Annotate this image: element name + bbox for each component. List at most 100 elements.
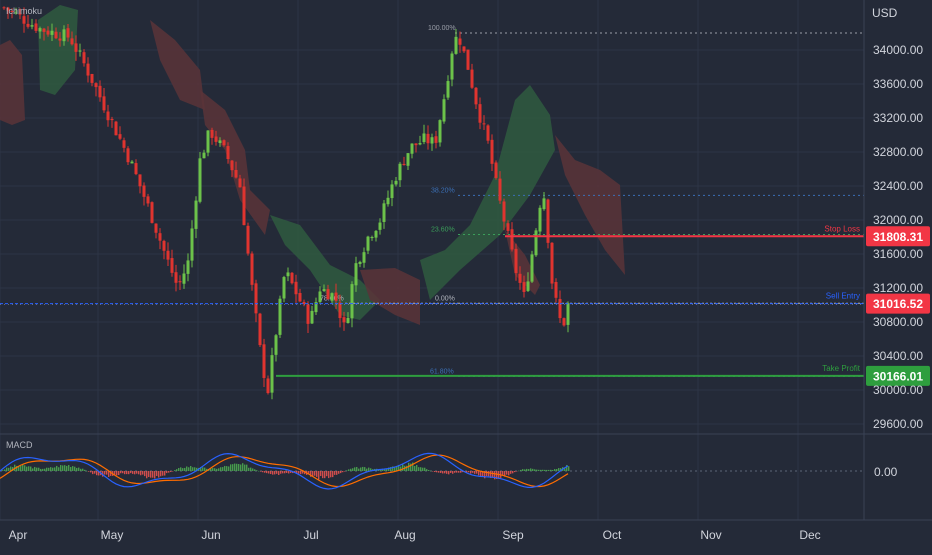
macd-histogram-bar xyxy=(42,468,44,471)
candle-body xyxy=(50,30,54,35)
level-price-value: 30166.01 xyxy=(873,369,923,383)
macd-histogram-bar xyxy=(278,471,280,476)
candle-body xyxy=(270,355,274,393)
candle-body xyxy=(378,222,382,230)
cloud-segment xyxy=(555,135,625,275)
candle-body xyxy=(562,318,566,326)
macd-histogram-bar xyxy=(260,471,262,472)
y-tick-label: 33200.00 xyxy=(873,111,923,125)
macd-histogram-bar xyxy=(490,471,492,478)
time-axis[interactable]: Apr May Jun Jul Aug Sep Oct Nov Dec xyxy=(9,528,821,542)
macd-histogram-bar xyxy=(284,471,286,474)
level-price-badge[interactable] xyxy=(866,293,930,314)
macd-histogram-bar xyxy=(532,468,534,471)
macd-histogram-bar xyxy=(36,467,38,471)
candle-body xyxy=(58,38,62,41)
fib-label: 38.20% xyxy=(431,187,455,194)
candle-body xyxy=(334,292,338,301)
candle-body xyxy=(494,162,498,178)
macd-histogram-bar xyxy=(158,471,160,478)
cloud-segment xyxy=(360,268,420,325)
candle-body xyxy=(226,146,230,160)
candle-body xyxy=(466,49,470,70)
macd-histogram-bar xyxy=(344,471,346,472)
macd-histogram-bar xyxy=(176,469,178,471)
macd-histogram-bar xyxy=(450,471,452,473)
macd-histogram-bar xyxy=(20,465,22,471)
macd-histogram-bar xyxy=(104,471,106,475)
macd-histogram-bar xyxy=(272,471,274,475)
macd-histogram-bar xyxy=(172,471,174,472)
macd-histogram-bar xyxy=(544,469,546,471)
cloud-segment xyxy=(420,85,555,300)
macd-histogram-bar xyxy=(530,468,532,471)
macd-histogram-bar xyxy=(414,465,416,471)
candle-body xyxy=(458,38,462,45)
macd-histogram-bar xyxy=(410,463,412,471)
macd-histogram-bar xyxy=(518,470,520,472)
macd-histogram-bar xyxy=(192,467,194,471)
candle-body xyxy=(150,202,154,223)
macd-histogram-bar xyxy=(558,468,560,471)
candle-body xyxy=(86,63,90,76)
macd-histogram-bar xyxy=(128,471,130,475)
macd-histogram-bar xyxy=(460,471,462,473)
macd-histogram-bar xyxy=(274,471,276,475)
candle-body xyxy=(38,28,42,32)
macd-histogram-bar xyxy=(78,467,80,471)
macd-histogram-bar xyxy=(512,471,514,474)
macd-histogram-bar xyxy=(398,464,400,471)
macd-histogram-bar xyxy=(504,471,506,477)
candle-body xyxy=(18,13,22,15)
candle-body xyxy=(470,69,474,88)
candle-body xyxy=(242,186,246,226)
candle-body xyxy=(190,228,194,261)
candle-body xyxy=(410,143,414,154)
macd-histogram-bar xyxy=(452,471,454,474)
macd-histogram-bar xyxy=(516,471,518,472)
macd-histogram-bar xyxy=(108,471,110,477)
macd-histogram-bar xyxy=(144,471,146,477)
candle-body xyxy=(62,29,66,42)
candle-body xyxy=(398,163,402,181)
candle-body xyxy=(282,277,286,299)
macd-histogram-bar xyxy=(422,467,424,471)
macd-histogram-bar xyxy=(180,467,182,471)
macd-histogram-bar xyxy=(268,471,270,474)
macd-histogram-bar xyxy=(136,471,138,474)
macd-histogram-bar xyxy=(212,468,214,471)
macd-histogram-bar xyxy=(510,471,512,474)
macd-histogram-bar xyxy=(126,471,128,475)
macd-histogram-bar xyxy=(238,464,240,471)
macd-histogram-bar xyxy=(322,471,324,479)
macd-histogram-bar xyxy=(174,470,176,471)
macd-histogram-bar xyxy=(200,467,202,471)
macd-histogram-bar xyxy=(106,471,108,475)
candle-body xyxy=(462,46,466,52)
candle-body xyxy=(42,28,46,32)
candle-body xyxy=(166,250,170,260)
level-price-badge[interactable] xyxy=(866,365,930,386)
candle-body xyxy=(302,301,306,304)
macd-histogram-bar xyxy=(478,471,480,476)
indicator-label: Ichimoku xyxy=(6,6,42,16)
candle-body xyxy=(450,53,454,80)
candle-body xyxy=(202,152,206,159)
candle-body xyxy=(258,313,262,346)
candle-body xyxy=(366,236,370,251)
macd-histogram-bar xyxy=(214,468,216,471)
macd-histogram-bar xyxy=(230,464,232,471)
macd-histogram-bar xyxy=(540,469,542,471)
level-price-badge[interactable] xyxy=(866,226,930,247)
candle-body xyxy=(94,83,98,88)
macd-histogram-bar xyxy=(514,471,516,473)
macd-histogram-bar xyxy=(294,471,296,473)
candle-body xyxy=(338,302,342,319)
macd-histogram-bar xyxy=(354,467,356,471)
price-axis[interactable]: 34000.00 33600.00 33200.00 32800.00 32400.00… xyxy=(873,43,923,431)
candle-body xyxy=(342,317,346,323)
macd-signal-line xyxy=(0,454,569,488)
candle-body xyxy=(350,284,354,319)
macd-histogram-bar xyxy=(66,465,68,471)
